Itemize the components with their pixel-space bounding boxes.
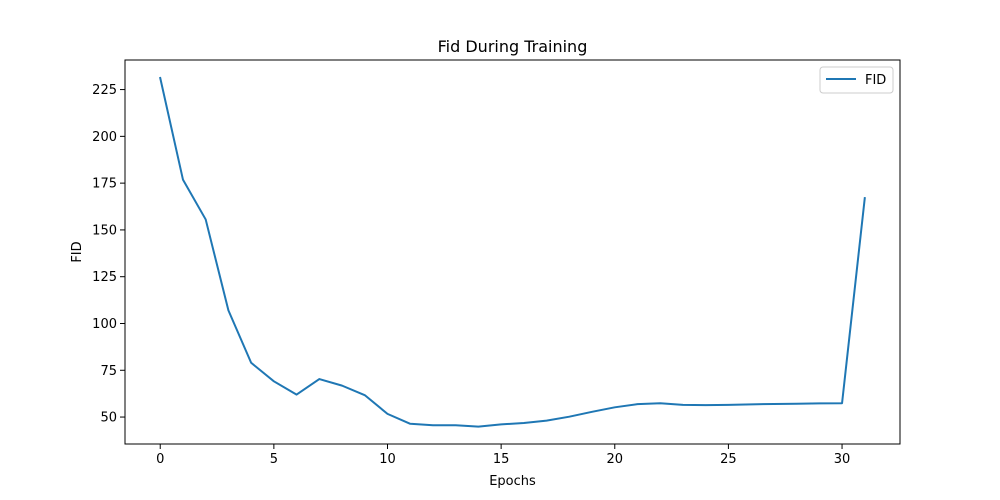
y-axis-ticks: 50 75 100 125 150 175 200 225 xyxy=(92,83,125,426)
x-tick-label-5: 5 xyxy=(270,452,278,467)
y-tick-label-100: 100 xyxy=(92,317,117,332)
series-layer xyxy=(159,76,866,428)
x-tick-label-20: 20 xyxy=(606,452,623,467)
chart-title: Fid During Training xyxy=(438,37,588,56)
y-tick-label-200: 200 xyxy=(92,130,117,145)
legend-box xyxy=(819,66,894,94)
legend: FID xyxy=(819,66,894,94)
x-tick-label-0: 0 xyxy=(156,452,164,467)
legend-label-fid: FID xyxy=(865,73,886,88)
y-tick-label-125: 125 xyxy=(92,270,117,285)
x-axis-ticks: 0 5 10 15 20 25 30 xyxy=(156,444,850,467)
y-tick-label-50: 50 xyxy=(100,411,117,426)
x-axis-label: Epochs xyxy=(489,474,536,489)
y-tick-label-225: 225 xyxy=(92,83,117,98)
x-tick-label-10: 10 xyxy=(379,452,396,467)
x-tick-label-15: 15 xyxy=(493,452,510,467)
y-tick-label-150: 150 xyxy=(92,223,117,238)
y-tick-label-175: 175 xyxy=(92,177,117,192)
plot-frame xyxy=(124,59,901,445)
y-tick-label-75: 75 xyxy=(100,364,117,379)
series-line-fid xyxy=(159,76,866,428)
x-tick-label-25: 25 xyxy=(720,452,737,467)
x-tick-label-30: 30 xyxy=(834,452,851,467)
y-axis-label: FID xyxy=(70,241,85,262)
